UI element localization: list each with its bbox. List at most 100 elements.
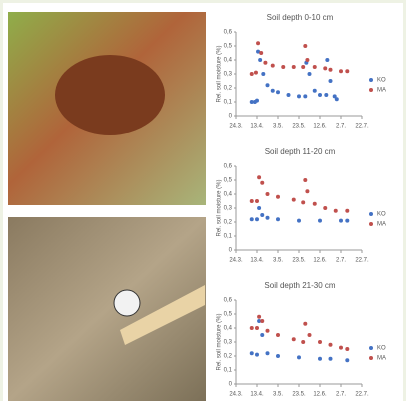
point	[323, 66, 327, 70]
x-tick-label: 2.7.	[336, 258, 346, 264]
point	[255, 217, 259, 221]
point	[256, 41, 260, 45]
point	[250, 217, 254, 221]
point	[276, 333, 280, 337]
point	[303, 44, 307, 48]
point	[257, 315, 261, 319]
legend-label: MA	[377, 356, 386, 362]
point	[308, 333, 312, 337]
page: {"chart_data":[ {"type":"scatter","title…	[0, 0, 406, 401]
y-tick-label: 0,2	[224, 86, 233, 92]
point	[276, 90, 280, 94]
sensor	[114, 290, 140, 316]
legend-marker	[369, 88, 373, 92]
point	[250, 199, 254, 203]
point	[308, 72, 312, 76]
legend-marker	[369, 78, 373, 82]
y-axis-label: Rel. soil moisture (%)	[217, 313, 223, 370]
y-tick-label: 0,5	[224, 44, 233, 50]
y-tick-label: 0,6	[224, 30, 233, 36]
point	[255, 99, 259, 103]
point	[318, 219, 322, 223]
point	[329, 357, 333, 361]
point	[329, 79, 333, 83]
point	[323, 206, 327, 210]
x-tick-label: 23.5.	[292, 392, 306, 398]
point	[260, 213, 264, 217]
y-tick-label: 0,1	[224, 100, 233, 106]
point	[292, 337, 296, 341]
point	[276, 354, 280, 358]
x-tick-label: 12.6.	[313, 392, 327, 398]
point	[266, 192, 270, 196]
point	[276, 217, 280, 221]
point	[345, 69, 349, 73]
x-tick-label: 12.6.	[313, 124, 327, 130]
point	[292, 198, 296, 202]
y-tick-label: 0,4	[224, 326, 233, 332]
x-tick-label: 22.7.	[355, 392, 369, 398]
point	[324, 93, 328, 97]
point	[276, 195, 280, 199]
point	[303, 178, 307, 182]
legend-label: MA	[377, 88, 386, 94]
x-tick-label: 3.5.	[273, 258, 283, 264]
point	[339, 69, 343, 73]
point	[255, 353, 259, 357]
point	[313, 202, 317, 206]
legend-marker	[369, 346, 373, 350]
x-tick-label: 24.3.	[229, 124, 243, 130]
point	[263, 61, 267, 65]
point	[313, 89, 317, 93]
point	[271, 64, 275, 68]
x-tick-label: 22.7.	[355, 124, 369, 130]
point	[301, 200, 305, 204]
point	[318, 357, 322, 361]
point	[250, 351, 254, 355]
legend-marker	[369, 212, 373, 216]
y-tick-label: 0,5	[224, 178, 233, 184]
point	[313, 65, 317, 69]
pit-hole	[55, 55, 165, 135]
point	[266, 216, 270, 220]
point	[266, 83, 270, 87]
point	[345, 219, 349, 223]
legend-label: MA	[377, 222, 386, 228]
point	[255, 326, 259, 330]
figure: Soil depth 0-10 cmRel. soil moisture (%)…	[0, 0, 406, 401]
x-tick-label: 23.5.	[292, 258, 306, 264]
point	[261, 72, 265, 76]
y-tick-label: 0,3	[224, 206, 233, 212]
y-tick-label: 0,3	[224, 340, 233, 346]
point	[297, 355, 301, 359]
x-tick-label: 12.6.	[313, 258, 327, 264]
point	[271, 89, 275, 93]
y-tick-label: 0,1	[224, 368, 233, 374]
point	[339, 346, 343, 350]
x-tick-label: 2.7.	[336, 392, 346, 398]
point	[266, 329, 270, 333]
point	[334, 209, 338, 213]
point	[255, 199, 259, 203]
y-axis-label: Rel. soil moisture (%)	[217, 45, 223, 102]
y-tick-label: 0,6	[224, 164, 233, 170]
y-tick-label: 0,3	[224, 72, 233, 78]
point	[281, 65, 285, 69]
x-tick-label: 13.4.	[250, 258, 264, 264]
point	[303, 94, 307, 98]
x-tick-label: 24.3.	[229, 392, 243, 398]
y-tick-label: 0,4	[224, 58, 233, 64]
point	[305, 189, 309, 193]
y-tick-label: 0,2	[224, 354, 233, 360]
point	[301, 340, 305, 344]
point	[325, 58, 329, 62]
x-tick-label: 23.5.	[292, 124, 306, 130]
point	[318, 340, 322, 344]
point	[329, 68, 333, 72]
point	[250, 72, 254, 76]
point	[301, 65, 305, 69]
point	[292, 65, 296, 69]
x-tick-label: 2.7.	[336, 124, 346, 130]
chart-title: Soil depth 11-20 cm	[265, 147, 336, 156]
point	[297, 94, 301, 98]
